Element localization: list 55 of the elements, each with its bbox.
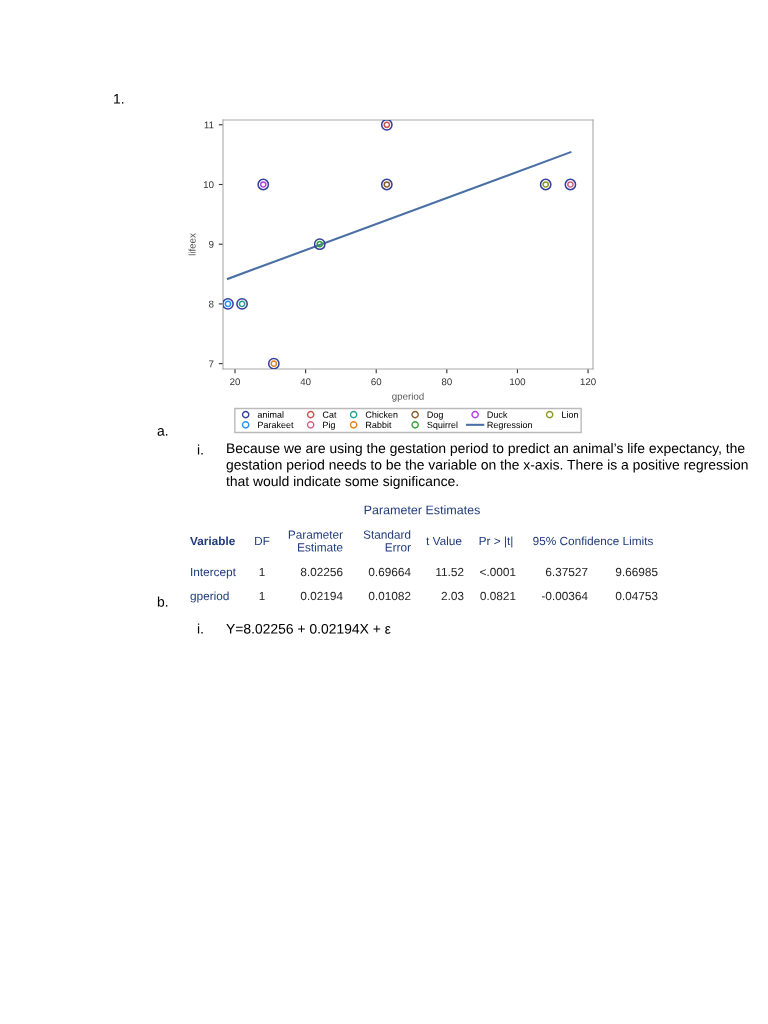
text: 1 bbox=[259, 591, 265, 601]
legend-label: Regression bbox=[487, 421, 532, 430]
text: b. bbox=[157, 596, 168, 607]
x-tick-label: 20 bbox=[230, 378, 241, 386]
text: gperiod bbox=[190, 591, 229, 603]
text: 2.03 bbox=[441, 591, 464, 601]
text: Variable bbox=[190, 536, 235, 546]
text: t Value bbox=[426, 536, 462, 546]
legend-label: animal bbox=[257, 411, 284, 418]
y-tick-label: 9 bbox=[209, 240, 214, 248]
text: 0.04753 bbox=[615, 591, 658, 601]
y-tick-label: 10 bbox=[203, 181, 214, 189]
y-tick-label: 7 bbox=[209, 360, 214, 368]
text: 9.66985 bbox=[615, 567, 658, 577]
text: a. bbox=[157, 428, 168, 436]
legend-label: Parakeet bbox=[258, 421, 294, 429]
text: 1. bbox=[114, 94, 124, 104]
text: i. bbox=[197, 623, 203, 634]
x-tick-label: 80 bbox=[441, 378, 452, 386]
x-axis-title: gperiod bbox=[392, 392, 424, 402]
legend-label: Lion bbox=[562, 411, 578, 418]
text: DF bbox=[255, 536, 270, 546]
legend-label: Chicken bbox=[365, 411, 398, 418]
text: 0.0821 bbox=[480, 591, 516, 601]
text: Pr > |t| bbox=[479, 536, 513, 548]
text: 0.02194 bbox=[300, 591, 343, 601]
x-tick-label: 120 bbox=[580, 378, 596, 386]
text: Parameter Estimates bbox=[364, 505, 480, 515]
text: 95% Confidence Limits bbox=[533, 536, 653, 546]
text: 6.37527 bbox=[545, 567, 588, 577]
legend-label: Cat bbox=[322, 411, 337, 418]
text: i. bbox=[197, 444, 203, 455]
legend-label: Duck bbox=[487, 411, 508, 418]
text: 0.69664 bbox=[368, 567, 411, 577]
text: Y=8.02256 + 0.02194X + ε bbox=[226, 623, 391, 634]
x-tick-label: 40 bbox=[300, 378, 311, 386]
x-tick-label: 100 bbox=[510, 378, 526, 386]
text: 11.52 bbox=[436, 567, 464, 577]
text: 8.02256 bbox=[300, 567, 343, 577]
text: 0.01082 bbox=[368, 591, 411, 601]
y-tick-label: 8 bbox=[208, 300, 214, 308]
text: Intercept bbox=[191, 567, 236, 579]
legend-label: Squirrel bbox=[427, 421, 458, 430]
y-axis-title: lifeex bbox=[188, 233, 196, 256]
text: -0.00364 bbox=[541, 591, 588, 601]
x-tick-label: 60 bbox=[371, 378, 382, 386]
text: Because we are using the gestation period to predict an animal’s life expectancy, the gestation period needs to be the variable on the x-axis. There is a positive regression that would indicate some significance. bbox=[226, 443, 748, 489]
text: Parameter Estimate bbox=[288, 530, 343, 552]
legend-label: Dog bbox=[427, 411, 443, 420]
legend-label: Pig bbox=[323, 421, 335, 430]
text: Standard Error bbox=[363, 530, 411, 552]
y-tick-label: 11 bbox=[204, 121, 214, 129]
text: <.0001 bbox=[480, 567, 516, 577]
text: 1 bbox=[259, 567, 265, 577]
legend-label: Rabbit bbox=[366, 421, 392, 429]
